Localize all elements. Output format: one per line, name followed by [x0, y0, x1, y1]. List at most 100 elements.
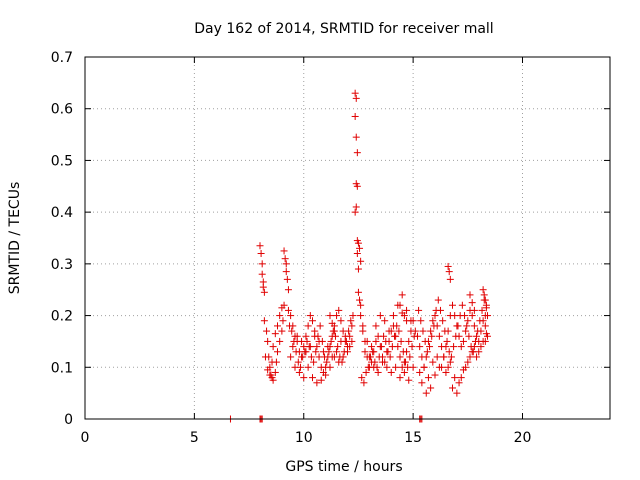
data-point	[371, 358, 379, 366]
data-point	[328, 319, 336, 327]
data-point	[321, 353, 329, 361]
x-tick-label: 10	[295, 430, 313, 446]
data-point	[339, 353, 347, 361]
data-point	[395, 327, 403, 335]
data-point	[474, 327, 482, 335]
data-point	[258, 260, 266, 268]
data-point	[396, 353, 404, 361]
data-point	[471, 337, 479, 345]
data-point	[442, 368, 450, 376]
data-point	[392, 363, 400, 371]
data-point	[465, 332, 473, 340]
data-point	[331, 332, 339, 340]
data-point	[313, 379, 321, 387]
data-point	[408, 343, 416, 351]
data-point	[436, 306, 444, 314]
data-point	[386, 353, 394, 361]
data-point	[466, 353, 474, 361]
data-point	[337, 337, 345, 345]
data-point	[385, 327, 393, 335]
data-point	[420, 363, 428, 371]
data-point	[470, 306, 478, 314]
data-point	[450, 343, 458, 351]
data-point	[293, 332, 301, 340]
data-point	[291, 363, 299, 371]
data-point	[274, 322, 281, 330]
data-point	[353, 250, 361, 258]
data-point	[444, 363, 452, 371]
data-point	[306, 312, 314, 320]
data-point	[419, 327, 427, 335]
data-point	[476, 317, 484, 325]
data-point	[264, 366, 272, 374]
data-point	[435, 332, 443, 340]
data-point	[375, 353, 383, 361]
data-point	[351, 208, 359, 216]
data-point	[463, 322, 471, 330]
x-tick-label: 5	[190, 430, 199, 446]
data-point	[401, 358, 409, 366]
data-point	[459, 337, 467, 345]
data-point	[334, 343, 342, 351]
data-point	[434, 296, 442, 304]
data-point	[311, 332, 319, 340]
data-point	[361, 348, 369, 356]
data-point	[353, 149, 361, 157]
data-point	[374, 368, 382, 376]
y-axis-title: SRMTID / TECUs	[7, 182, 23, 295]
data-point	[298, 337, 306, 345]
data-point	[302, 348, 310, 356]
data-point	[400, 312, 408, 320]
data-point	[357, 257, 365, 265]
data-point	[393, 322, 401, 330]
data-point	[396, 301, 404, 309]
data-point	[376, 312, 384, 320]
data-point	[389, 312, 397, 320]
data-point	[356, 244, 364, 252]
data-point	[348, 337, 356, 345]
y-tick-label: 0	[64, 412, 73, 428]
data-point	[435, 363, 443, 371]
data-point	[271, 330, 279, 338]
data-point	[299, 353, 307, 361]
data-point	[403, 306, 411, 314]
data-point	[406, 353, 414, 361]
data-point	[264, 337, 272, 345]
plot-frame	[84, 56, 611, 420]
data-point	[452, 332, 460, 340]
data-point	[347, 317, 355, 325]
x-tick-label: 0	[81, 430, 90, 446]
data-point	[468, 348, 476, 356]
data-point	[391, 332, 399, 340]
data-point	[256, 242, 264, 250]
data-point	[354, 288, 362, 296]
grid-lines	[85, 57, 610, 419]
x-axis-title: GPS time / hours	[285, 459, 402, 475]
data-point	[383, 363, 391, 371]
y-tick-label: 0.5	[51, 153, 73, 169]
data-point	[387, 368, 395, 376]
chart-title: Day 162 of 2014, SRMTID for receiver mal…	[194, 21, 493, 37]
data-point	[351, 112, 359, 120]
data-point	[427, 327, 435, 335]
data-point	[397, 337, 405, 345]
data-point	[403, 317, 411, 325]
data-point	[468, 299, 476, 307]
data-point	[362, 368, 370, 376]
data-point	[344, 348, 351, 356]
data-point	[263, 327, 271, 335]
data-point	[400, 368, 408, 376]
data-point	[445, 268, 453, 276]
data-point	[288, 327, 296, 335]
data-point	[363, 337, 371, 345]
y-tick-label: 0.3	[51, 257, 73, 273]
data-point	[278, 327, 286, 335]
data-point	[352, 94, 360, 102]
data-point	[414, 332, 421, 340]
data-point	[346, 343, 354, 351]
data-point	[351, 89, 359, 97]
data-point	[369, 348, 377, 356]
data-point	[464, 317, 472, 325]
data-point	[365, 353, 373, 361]
data-point	[442, 343, 450, 351]
